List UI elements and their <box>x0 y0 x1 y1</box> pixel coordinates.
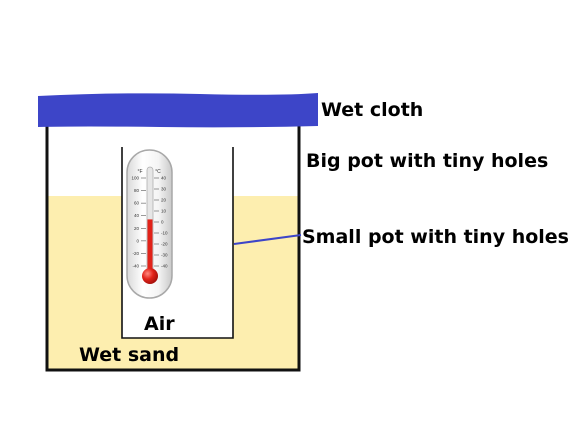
fahrenheit-tick-label: -20 <box>132 251 139 256</box>
wet-cloth-label: Wet cloth <box>321 99 424 121</box>
fahrenheit-tick-label: 100 <box>131 176 139 181</box>
celsius-tick-label: 20 <box>161 198 167 203</box>
celsius-tick-label: -10 <box>161 231 168 236</box>
celsius-tick-label: -20 <box>161 242 168 247</box>
fahrenheit-tick-label: 20 <box>134 226 140 231</box>
celsius-tick-label: -40 <box>161 264 168 269</box>
celsius-tick-label: 10 <box>161 209 167 214</box>
big-pot <box>45 126 301 372</box>
small-pot <box>121 147 234 339</box>
celsius-tick-label: 30 <box>161 187 167 192</box>
small-pot-pointer-line <box>233 234 302 245</box>
fahrenheit-tick-label: 80 <box>134 188 140 193</box>
celsius-tick-label: 0 <box>161 220 164 225</box>
wet-cloth <box>38 93 318 128</box>
air-label: Air <box>144 313 175 335</box>
fahrenheit-scale: 100 80 60 40 20 0 -20 -40 <box>131 176 146 269</box>
thermometer-bulb <box>142 268 158 284</box>
mercury-column <box>147 219 153 274</box>
celsius-tick-label: 40 <box>161 176 167 181</box>
small-pot-label: Small pot with tiny holes <box>302 226 569 248</box>
fahrenheit-tick-label: 40 <box>134 213 140 218</box>
wet-sand-label: Wet sand <box>79 344 180 366</box>
fahrenheit-tick-label: -40 <box>132 264 139 269</box>
celsius-unit: °C <box>155 169 161 175</box>
fahrenheit-tick-label: 0 <box>136 238 139 243</box>
celsius-tick-label: -30 <box>161 253 168 258</box>
celsius-scale: 40 30 20 10 0 -10 -20 -30 -40 <box>154 176 168 269</box>
fahrenheit-tick-label: 60 <box>134 201 140 206</box>
big-pot-label: Big pot with tiny holes <box>306 150 549 172</box>
fahrenheit-unit: °F <box>137 169 142 175</box>
